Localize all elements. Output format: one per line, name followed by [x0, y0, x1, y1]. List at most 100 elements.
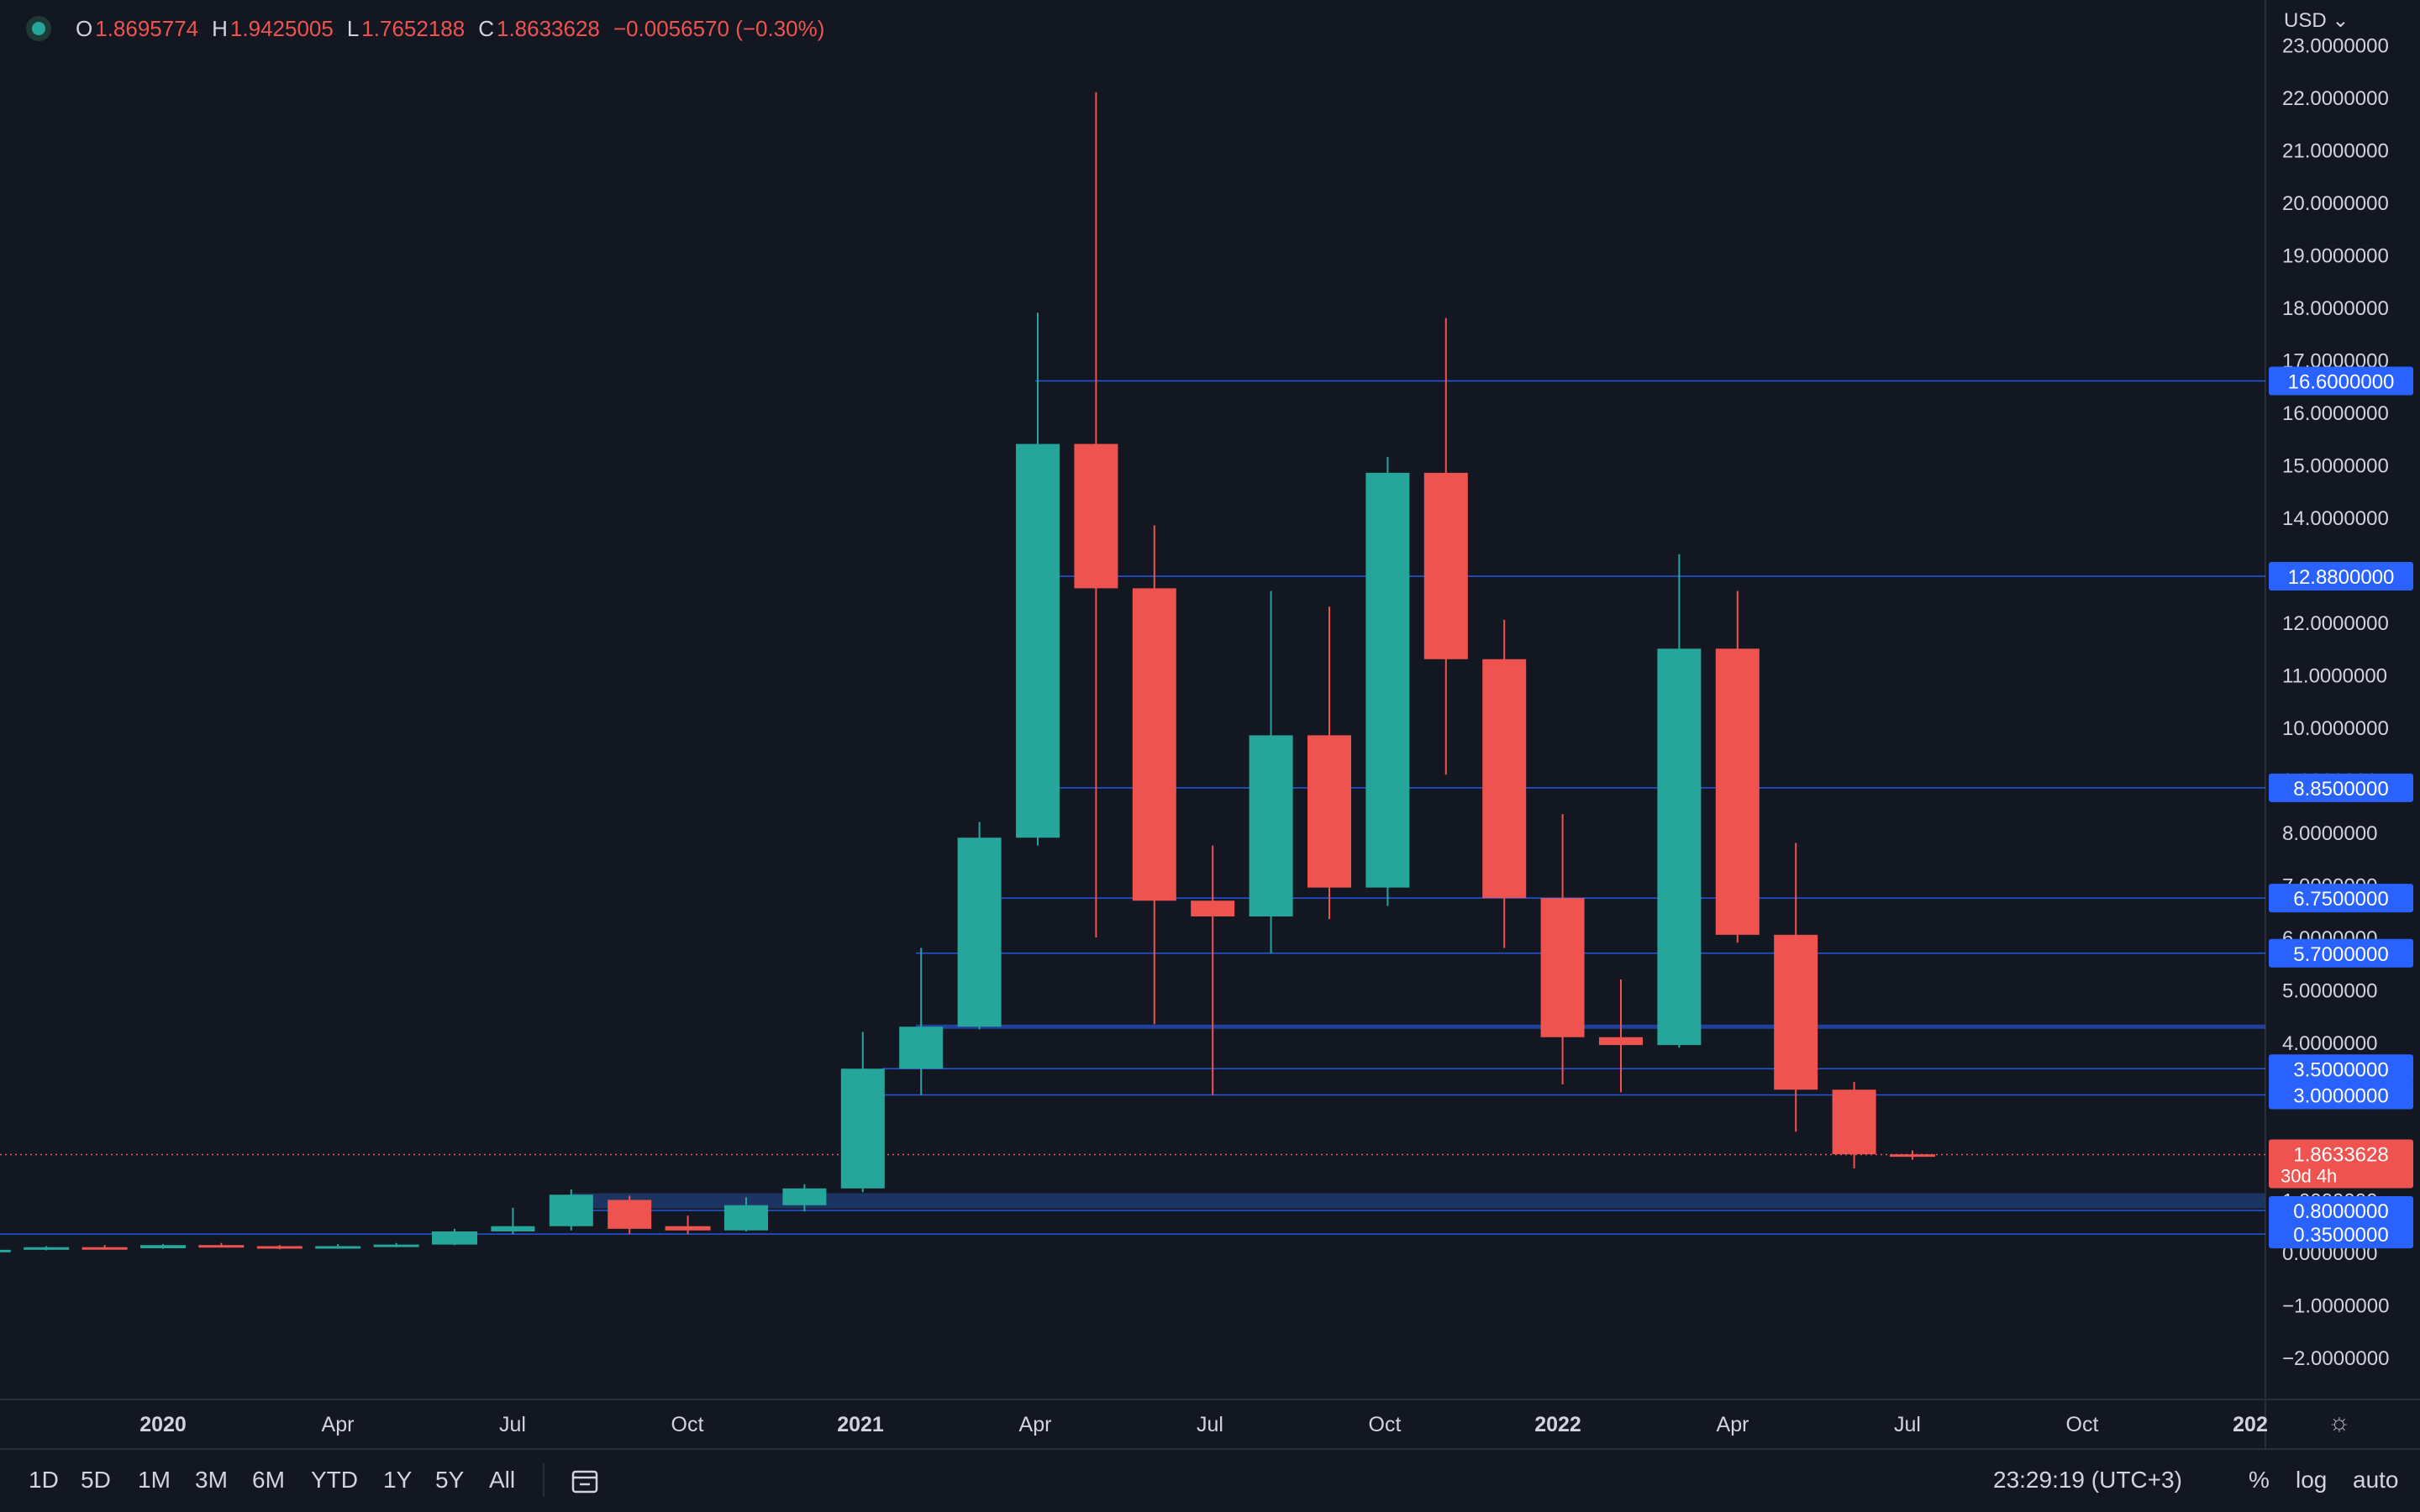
candle-body [315, 1246, 361, 1249]
timeframe-1y-button[interactable]: 1Y [383, 1467, 413, 1493]
level-price-label-text: 0.3500000 [2293, 1224, 2388, 1247]
candle-body [1832, 1089, 1876, 1155]
candles [0, 92, 1935, 1252]
price-tick-label: 21.0000000 [2282, 140, 2389, 163]
price-axis-level-labels: 16.6000000 12.8800000 8.8500000 6.7500000 5.… [2269, 366, 2413, 1249]
close-value: 1.8633628 [496, 15, 600, 41]
level-price-label-text: 0.8000000 [2293, 1200, 2388, 1223]
price-tick-label: −1.0000000 [2282, 1295, 2389, 1318]
price-tick-label: 10.0000000 [2282, 717, 2389, 740]
open-label: O [76, 15, 93, 41]
open-value: 1.8695774 [95, 15, 199, 41]
price-tick-label: −2.0000000 [2282, 1347, 2389, 1370]
time-tick-label: Oct [2066, 1413, 2099, 1436]
candle-body [1774, 934, 1818, 1090]
bottom-toolbar: 1D 5D 1M 3M 6M YTD 1Y 5Y All 23:29:19 (U… [0, 1448, 2420, 1512]
candle-body [1132, 588, 1176, 901]
timeframe-1m-button[interactable]: 1M [138, 1467, 171, 1493]
price-tick-label: 14.0000000 [2282, 507, 2389, 530]
bar-countdown-text: 30d 4h [2281, 1166, 2337, 1187]
timeframe-3m-button[interactable]: 3M [195, 1467, 228, 1493]
timeframe-6m-button[interactable]: 6M [252, 1467, 285, 1493]
level-price-label [2269, 938, 2413, 968]
log-scale-toggle[interactable]: log [2296, 1467, 2328, 1493]
time-tick-label: Apr [1717, 1413, 1749, 1436]
chevron-down-icon: ⌄ [2326, 9, 2349, 32]
time-tick-label: 202 [2233, 1413, 2268, 1436]
candle-body [24, 1247, 70, 1250]
candle-body [1540, 898, 1585, 1037]
clock-timezone[interactable]: 23:29:19 (UTC+3) [1993, 1467, 2182, 1493]
candle-body [899, 1026, 944, 1069]
price-tick-label: 11.0000000 [2282, 665, 2387, 688]
candle-body [1249, 735, 1293, 916]
low-value: 1.7652188 [361, 15, 466, 41]
level-price-label-text: 3.5000000 [2293, 1058, 2388, 1081]
price-tick-label: 19.0000000 [2282, 245, 2389, 268]
level-price-label-text: 8.8500000 [2293, 778, 2388, 801]
candle-body [432, 1231, 477, 1245]
candle-body [840, 1068, 885, 1189]
market-status-dot[interactable] [32, 22, 45, 35]
candle-body [1657, 648, 1702, 1046]
time-tick-label: Oct [1369, 1413, 1402, 1436]
timeframe-ytd-button[interactable]: YTD [311, 1467, 358, 1493]
candle-body [1890, 1154, 1935, 1158]
price-tick-label: 5.0000000 [2282, 980, 2377, 1003]
time-tick-label: 2021 [837, 1413, 884, 1436]
level-price-label [2269, 773, 2413, 802]
candle-body [1423, 472, 1468, 659]
candle-body [957, 837, 1002, 1027]
level-price-label-text: 3.0000000 [2293, 1085, 2388, 1108]
time-tick-label: Apr [1019, 1413, 1052, 1436]
level-price-label [2269, 1054, 2413, 1084]
toolbar-divider [543, 1463, 544, 1497]
candle-body [1715, 648, 1760, 935]
price-tick-label: 20.0000000 [2282, 192, 2389, 215]
currency-selector[interactable]: USD ⌄ [2284, 8, 2349, 33]
price-tick-label: 8.0000000 [2282, 822, 2377, 845]
candle-body [1482, 659, 1527, 899]
time-tick-label: 2022 [1534, 1413, 1581, 1436]
close-label: C [478, 15, 494, 41]
level-price-label [2269, 1080, 2413, 1110]
level-price-label [2269, 1196, 2413, 1225]
level-price-label [2269, 562, 2413, 591]
candle-body [373, 1244, 419, 1247]
calendar-range-icon[interactable] [571, 1468, 600, 1495]
timeframe-1d-button[interactable]: 1D [29, 1467, 59, 1493]
ohlc-legend: O 1.8695774 H 1.9425005 L 1.7652188 C 1.… [25, 13, 838, 44]
percent-scale-toggle[interactable]: % [2249, 1467, 2270, 1493]
candle-body [608, 1200, 652, 1229]
candle-body [1074, 444, 1118, 589]
price-tick-label: 15.0000000 [2282, 455, 2389, 478]
settings-gear-icon[interactable]: ☼ [2328, 1409, 2351, 1436]
level-price-label-text: 6.7500000 [2293, 888, 2388, 911]
candle-body [1365, 472, 1410, 888]
candle-body [198, 1245, 245, 1248]
candle-body [140, 1245, 186, 1248]
time-tick-label: Apr [322, 1413, 355, 1436]
time-tick-label: Jul [499, 1413, 526, 1436]
time-tick-label: Jul [1894, 1413, 1921, 1436]
time-tick-label: 2020 [139, 1413, 187, 1436]
high-value: 1.9425005 [229, 15, 334, 41]
change-value: −0.0056570 (−0.30%) [613, 15, 825, 41]
timeframe-5y-button[interactable]: 5Y [435, 1467, 465, 1493]
time-tick-label: Oct [671, 1413, 704, 1436]
timeframe-5d-button[interactable]: 5D [81, 1467, 111, 1493]
level-price-label [2269, 1220, 2413, 1249]
candle-body [1307, 735, 1351, 888]
timeframe-all-button[interactable]: All [489, 1467, 516, 1493]
last-price-text: 1.8633628 [2293, 1144, 2388, 1167]
horizontal-levels [0, 380, 2265, 1235]
level-price-label [2269, 884, 2413, 913]
candle-body [549, 1194, 593, 1226]
level-price-label [2269, 366, 2413, 396]
price-tick-label: 12.0000000 [2282, 612, 2389, 635]
candle-body [1599, 1037, 1643, 1046]
candle-body [491, 1226, 535, 1231]
price-tick-label: 16.0000000 [2282, 402, 2389, 425]
auto-scale-toggle[interactable]: auto [2353, 1467, 2399, 1493]
